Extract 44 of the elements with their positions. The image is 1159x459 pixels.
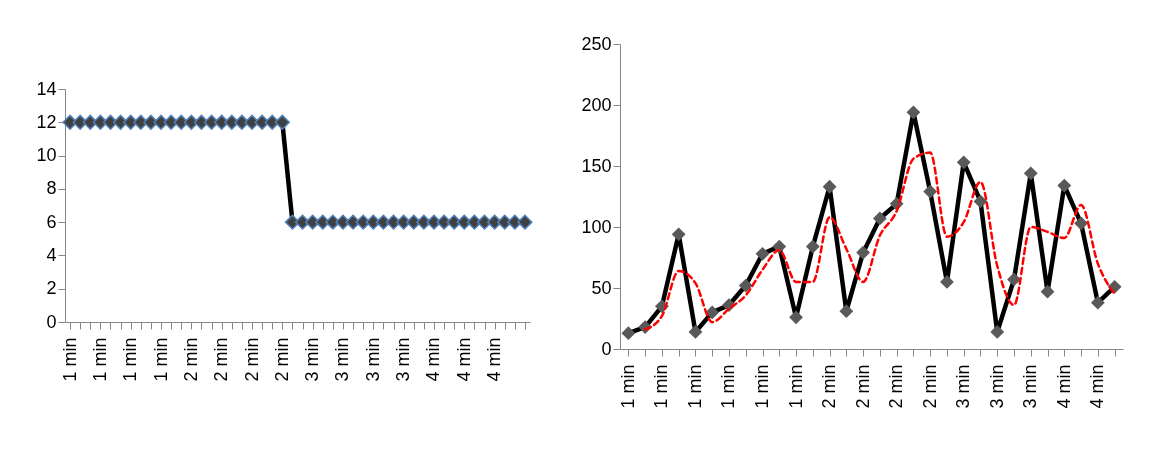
x-tick-label: 2 min (241, 337, 262, 382)
x-tick-label: 4 min (453, 337, 474, 382)
y-tick-label: 0 (46, 311, 57, 332)
y-tick-label: 6 (46, 211, 57, 232)
y-tick-label: 10 (36, 145, 57, 166)
x-tick-label: 3 min (1020, 364, 1041, 409)
x-tick-label: 1 min (752, 364, 773, 409)
x-tick-label: 2 min (819, 364, 840, 409)
y-tick-label: 150 (581, 155, 612, 176)
x-tick-label: 3 min (302, 337, 323, 382)
x-tick-label: 1 min (718, 364, 739, 409)
x-tick-label: 4 min (423, 337, 444, 382)
x-tick-label: 1 min (785, 364, 806, 409)
y-tick-label: 50 (591, 277, 612, 298)
x-tick-label: 2 min (180, 337, 201, 382)
x-tick-label: 2 min (886, 364, 907, 409)
y-tick-label: 250 (581, 33, 612, 54)
x-tick-label: 3 min (953, 364, 974, 409)
x-tick-label: 4 min (1087, 364, 1108, 409)
x-tick-label: 3 min (393, 337, 414, 382)
x-tick-label: 2 min (919, 364, 940, 409)
x-tick-label: 1 min (651, 364, 672, 409)
x-tick-label: 1 min (59, 337, 80, 382)
y-tick-label: 8 (46, 178, 57, 199)
x-tick-label: 1 min (684, 364, 705, 409)
x-tick-label: 4 min (484, 337, 505, 382)
x-tick-label: 1 min (89, 337, 110, 382)
y-tick-label: 0 (601, 338, 612, 359)
y-tick-label: 2 (46, 278, 57, 299)
y-tick-label: 100 (581, 216, 612, 237)
y-tick-label: 4 (46, 244, 57, 265)
y-tick-label: 12 (36, 111, 57, 132)
x-tick-label: 2 min (852, 364, 873, 409)
x-tick-label: 3 min (332, 337, 353, 382)
x-tick-label: 1 min (150, 337, 171, 382)
y-tick-label: 14 (36, 78, 57, 99)
x-tick-label: 1 min (617, 364, 638, 409)
x-tick-label: 1 min (120, 337, 141, 382)
y-tick-label: 200 (581, 94, 612, 115)
x-tick-label: 3 min (986, 364, 1007, 409)
x-tick-label: 2 min (211, 337, 232, 382)
x-tick-label: 2 min (271, 337, 292, 382)
x-tick-label: 3 min (362, 337, 383, 382)
x-tick-label: 4 min (1053, 364, 1074, 409)
